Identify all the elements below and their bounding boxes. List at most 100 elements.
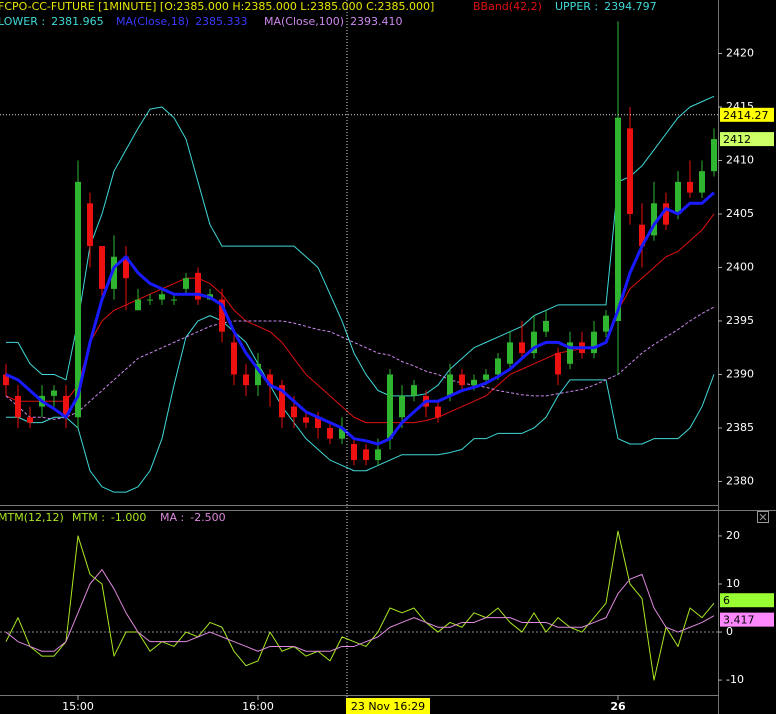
legend-entry: MA(Close,100) 2393.410 — [264, 15, 403, 28]
legend-value: -2.500 — [190, 511, 225, 524]
close-button[interactable] — [757, 511, 769, 523]
candle-body — [387, 374, 393, 439]
legend-name: BBand(42,2) — [473, 0, 542, 13]
legend-value: 2394.797 — [604, 0, 657, 13]
y-tick-label: 2390 — [726, 367, 754, 380]
value-marker — [720, 107, 774, 122]
candle-body — [183, 278, 189, 289]
legend-value: 2393.410 — [350, 15, 403, 28]
candle-body — [507, 342, 513, 364]
candle-body — [639, 224, 645, 247]
legend-value: 2385.333 — [195, 15, 248, 28]
candle-body — [327, 427, 333, 439]
candle-body — [663, 203, 669, 225]
candle-body — [591, 331, 597, 354]
candle-body — [711, 139, 717, 172]
candle-body — [531, 331, 537, 354]
candle-body — [495, 358, 501, 375]
candle-body — [651, 203, 657, 236]
candle-body — [135, 299, 141, 311]
candle-body — [519, 342, 525, 354]
legend-name: UPPER : — [555, 0, 598, 13]
candle-body — [315, 417, 321, 428]
series-line — [6, 315, 715, 493]
candle-body — [459, 374, 465, 386]
candle-body — [51, 390, 57, 396]
candle-body — [447, 374, 453, 396]
value-marker-label: 2412 — [723, 133, 751, 146]
candle-body — [435, 406, 441, 418]
candle-body — [555, 353, 561, 375]
legend-name: MA(Close,100) — [264, 15, 344, 28]
series-line — [5, 306, 715, 420]
candle-body — [231, 342, 237, 375]
candle-body — [111, 256, 117, 289]
legend-entry: UPPER : 2394.797 — [555, 0, 657, 13]
legend-entry: MA : -2.500 — [160, 511, 226, 524]
candle-body — [27, 417, 33, 423]
series-line — [6, 95, 715, 397]
candle-body — [3, 374, 9, 386]
y-tick-label: 2420 — [726, 46, 754, 59]
crosshair-time-label: 23 Nov 16:29 — [351, 700, 425, 713]
candle-body — [99, 246, 105, 289]
candle-body — [15, 395, 21, 418]
candle-body — [543, 320, 549, 332]
x-tick-label: 15:00 — [62, 700, 94, 713]
y-tick-label: 0 — [726, 625, 733, 638]
y-tick-label: 20 — [726, 529, 740, 542]
legend-name: MTM : — [72, 511, 105, 524]
y-tick-label: 2385 — [726, 421, 754, 434]
candle-body — [267, 374, 273, 386]
legend-name: MA(Close,18) — [116, 15, 189, 28]
candle-body — [339, 427, 345, 439]
candle-body — [279, 385, 285, 418]
candle-body — [399, 395, 405, 418]
candle-body — [699, 171, 705, 193]
candle-body — [87, 203, 93, 247]
candle-body — [351, 444, 357, 461]
x-tick-label: 16:00 — [242, 700, 274, 713]
value-marker — [720, 593, 774, 608]
candle-body — [75, 181, 81, 418]
legend-name: LOWER : — [0, 15, 45, 28]
chart-title: FCPO-CC-FUTURE [1MINUTE] [O:2385.000 H:2… — [0, 0, 434, 13]
legend-value: -1.000 — [111, 511, 146, 524]
candle-body — [411, 385, 417, 396]
legend-entry: BBand(42,2) — [473, 0, 542, 13]
candle-body — [171, 299, 177, 301]
chart-title: MTM(12,12) — [0, 511, 64, 524]
value-marker-label: 3.417 — [723, 614, 755, 627]
y-tick-label: 2380 — [726, 474, 754, 487]
value-marker-label: 2414.27 — [723, 109, 769, 122]
series-line — [5, 191, 715, 446]
value-marker — [720, 132, 774, 147]
value-marker — [720, 612, 774, 627]
candle-body — [375, 449, 381, 461]
candle-body — [567, 342, 573, 364]
candle-body — [159, 294, 165, 300]
legend-value: 2381.965 — [51, 15, 104, 28]
candle-body — [63, 395, 69, 418]
candle-body — [147, 299, 153, 301]
series-line — [5, 569, 715, 652]
y-tick-label: 2400 — [726, 260, 754, 273]
close-icon[interactable] — [759, 513, 767, 521]
candle-body — [615, 117, 621, 321]
candle-body — [123, 256, 129, 279]
y-tick-label: -10 — [726, 673, 744, 686]
y-tick-label: 2405 — [726, 207, 754, 220]
y-tick-label: 10 — [726, 577, 740, 590]
value-marker-label: 6 — [723, 594, 730, 607]
candle-body — [303, 417, 309, 423]
candle-body — [627, 128, 633, 214]
candle-body — [219, 299, 225, 332]
candle-body — [483, 374, 489, 380]
candle-body — [255, 363, 261, 386]
candle-body — [471, 379, 477, 386]
candle-body — [675, 181, 681, 214]
x-tick-label: 26 — [610, 700, 626, 713]
